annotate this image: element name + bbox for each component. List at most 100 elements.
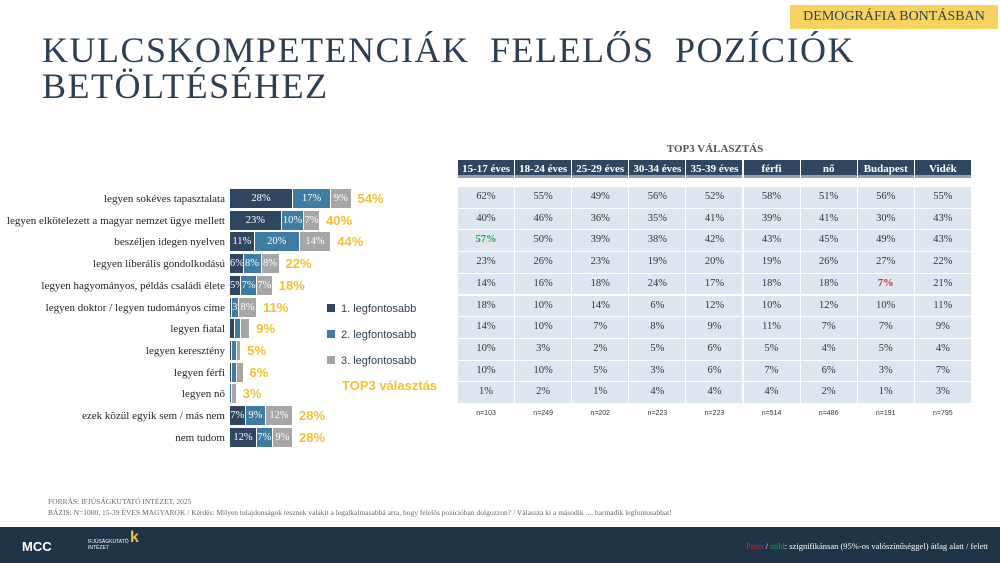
table-cell: 7% [800, 317, 857, 338]
column-header: Budapest [857, 160, 914, 178]
table-cell: 2% [572, 338, 629, 360]
column-header: Vidék [914, 160, 971, 178]
table-cell: 1% [458, 382, 515, 403]
table-cell: 7% [743, 360, 800, 382]
table-cell: 43% [914, 208, 971, 230]
table-cell: 24% [629, 273, 686, 295]
table-cell: 4% [743, 382, 800, 403]
table-cell: 4% [914, 338, 971, 360]
bar-segment: 23% [230, 210, 282, 230]
table-cell: 22% [914, 252, 971, 273]
column-header: 18-24 éves [515, 160, 572, 178]
bar-segment: 7% [257, 275, 273, 295]
bar-segment: 6% [230, 254, 244, 274]
bar-segment [230, 340, 233, 360]
sample-size: n=249 [533, 410, 553, 417]
category-label: legyen keresztény [145, 344, 225, 357]
table-cell: 10% [458, 338, 515, 360]
table-cell: 9% [914, 317, 971, 338]
table-cell: 50% [515, 230, 572, 252]
column-header: nő [800, 160, 857, 178]
table-cell: 19% [743, 252, 800, 273]
category-label: legyen sokéves tapasztalata [104, 193, 225, 205]
table-cell: 5% [629, 338, 686, 360]
table-cell: 21% [914, 273, 971, 295]
table-cell: 55% [515, 187, 572, 208]
table-cell: 62% [458, 187, 515, 208]
total-label: 11% [263, 299, 289, 315]
bar-segment: 20% [254, 232, 300, 252]
bar-segment: 3% [232, 297, 239, 317]
table-cell: 7% [857, 317, 914, 338]
bar-segment: 8% [243, 254, 262, 274]
sample-size: n=795 [933, 410, 953, 417]
base-text: BÁZIS: N=1000, 15-39 ÉVES MAGYAROK / Kér… [48, 508, 672, 517]
bar-segment: 7% [241, 275, 257, 295]
table-cell: 20% [686, 252, 743, 273]
bar-segment: 12% [230, 427, 257, 447]
bar-segment [232, 362, 237, 382]
table-cell: 1% [857, 382, 914, 403]
section-badge: DEMOGRÁFIA BONTÁSBAN [790, 5, 998, 29]
table-cell: 10% [515, 360, 572, 382]
page-title: KULCSKOMPETENCIÁK FELELŐS POZÍCIÓK BETÖL… [42, 30, 856, 106]
table-cell: 17% [686, 273, 743, 295]
category-label: legyen elkötelezett a magyar nemzet ügye… [6, 214, 225, 227]
table-cell: 12% [800, 295, 857, 317]
table-cell: 2% [515, 382, 572, 403]
total-label: 9% [256, 321, 276, 337]
table-cell: 16% [515, 273, 572, 295]
category-label: beszéljen idegen nyelven [114, 236, 225, 249]
table-cell: 10% [743, 295, 800, 317]
category-label: legyen liberális gondolkodású [93, 258, 225, 271]
table-cell: 38% [629, 230, 686, 252]
sample-size: n=103 [476, 410, 496, 417]
total-label: 44% [337, 234, 364, 250]
table-cell: 6% [686, 360, 743, 382]
legend-item-2: 2. legfontosabb [327, 329, 416, 341]
bar-segment: 7% [304, 210, 320, 230]
table-cell: 19% [629, 252, 686, 273]
table-cell: 5% [572, 360, 629, 382]
mcc-logo: MCC [22, 539, 52, 554]
bar-segment [236, 340, 242, 360]
sample-size: n=223 [647, 410, 668, 417]
column-header: 15-17 éves [458, 160, 515, 178]
column-header: 30-34 éves [629, 160, 686, 178]
table-cell: 14% [458, 273, 515, 295]
table-cell: 10% [857, 295, 914, 317]
table-cell: 9% [686, 317, 743, 338]
table-cell: 18% [800, 273, 857, 295]
table-cell: 18% [743, 273, 800, 295]
table-cell: 41% [800, 208, 857, 230]
table-cell: 43% [743, 230, 800, 252]
table-cell: 42% [686, 230, 743, 252]
column-header: 25-29 éves [572, 160, 629, 178]
table-cell: 4% [686, 382, 743, 403]
bar-segment: 9% [245, 406, 266, 425]
sample-size: n=223 [704, 410, 725, 417]
table-cell: 1% [572, 382, 629, 403]
table-cell: 45% [800, 230, 857, 252]
table-cell: 2% [800, 382, 857, 403]
bar-segment: 7% [257, 427, 273, 447]
institute-logo: IFJÚSÁGKUTATÓ INTÉZET k [88, 529, 139, 552]
table-cell: 12% [686, 295, 743, 317]
total-label: 22% [285, 256, 312, 272]
table-cell: 52% [686, 187, 743, 208]
bar-segment [234, 319, 242, 339]
bar-segment: 9% [331, 189, 352, 208]
bar-segment: 28% [230, 189, 293, 208]
table-cell: 36% [572, 208, 629, 230]
table-cell: 3% [914, 382, 971, 403]
table-cell: 3% [629, 360, 686, 382]
table-cell: 4% [800, 338, 857, 360]
table-cell: 40% [458, 208, 515, 230]
total-label: 40% [326, 212, 353, 228]
bar-segment [230, 384, 233, 404]
table-cell: 10% [515, 295, 572, 317]
category-label: legyen férfi [174, 366, 225, 379]
bar-segment: 8% [239, 297, 257, 317]
bar-segment: 5% [230, 275, 242, 295]
total-label: 28% [299, 408, 326, 423]
